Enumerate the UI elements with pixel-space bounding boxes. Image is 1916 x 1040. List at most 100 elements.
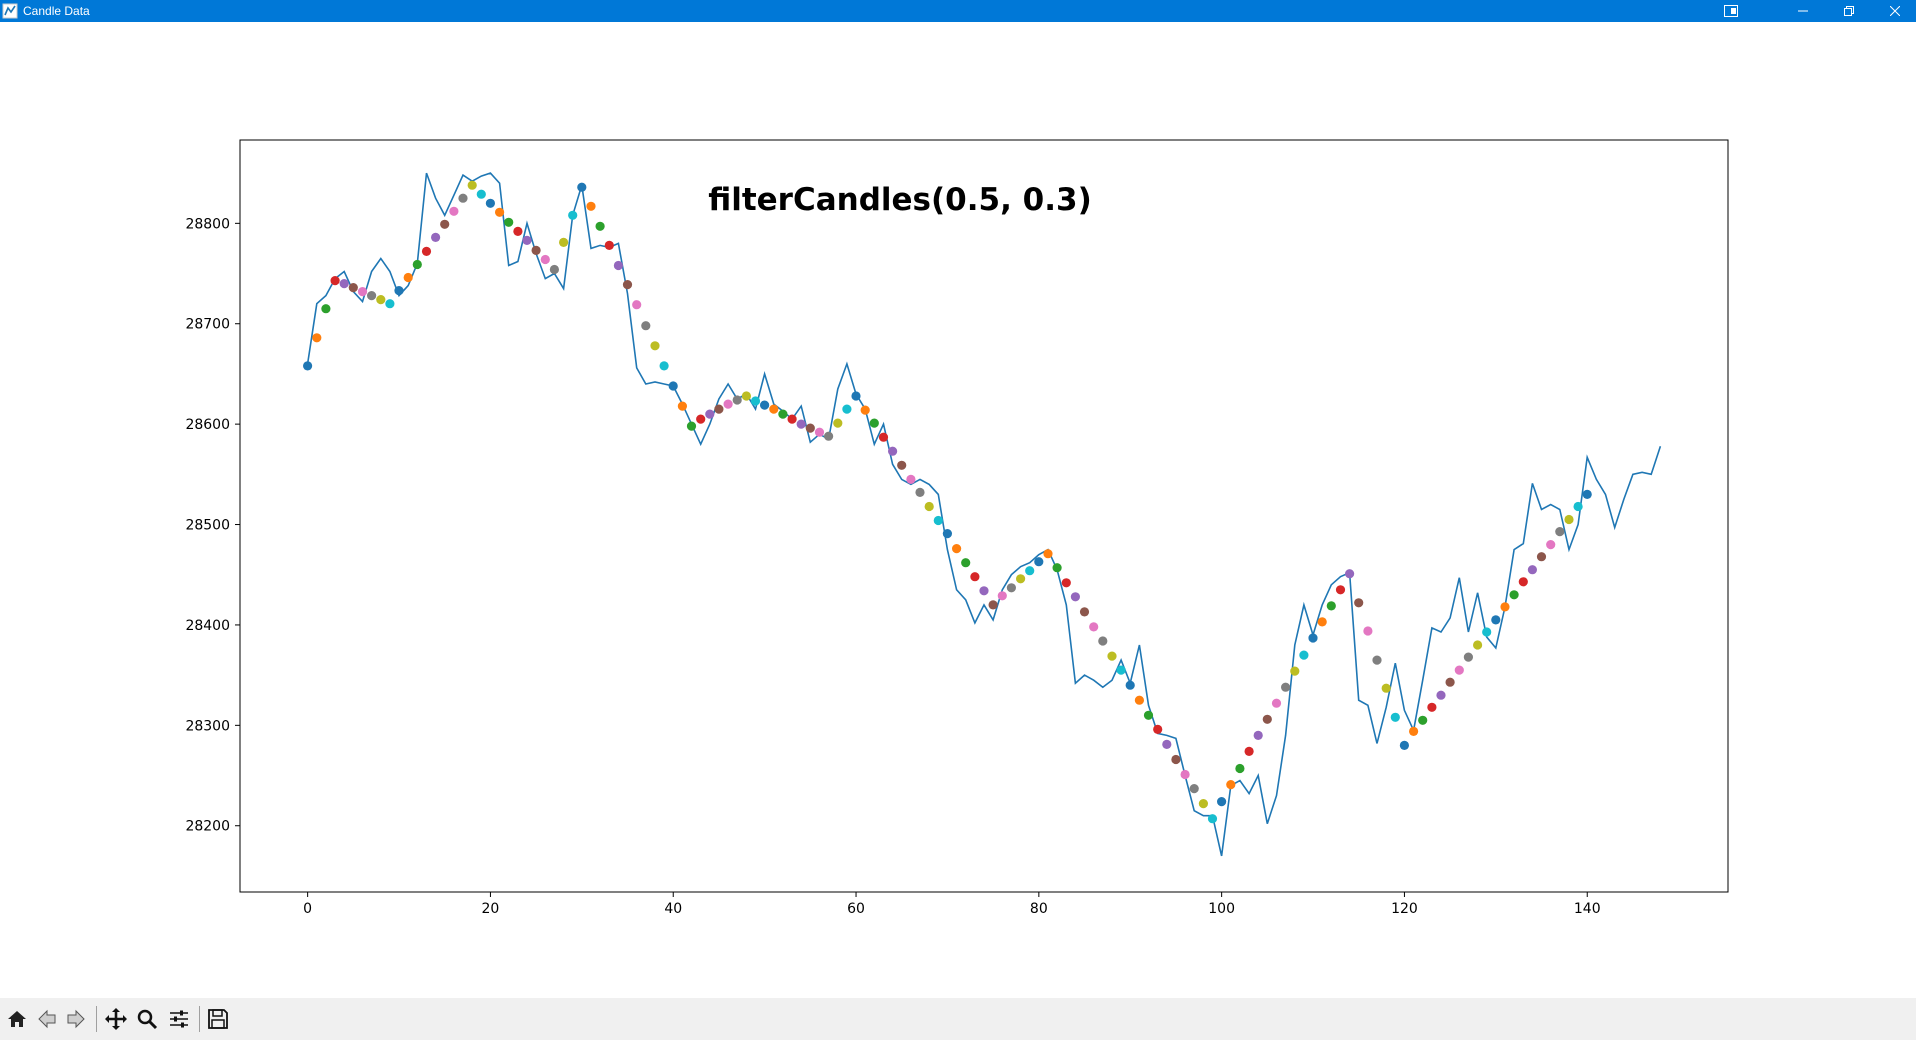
zoom-button[interactable]: [134, 1006, 160, 1032]
filtered-point: [1491, 615, 1501, 625]
arrow-right-icon: [67, 1009, 85, 1029]
close-button[interactable]: [1872, 0, 1916, 22]
filtered-point: [888, 446, 898, 456]
filtered-point: [568, 210, 578, 220]
x-tick-label: 140: [1574, 901, 1601, 917]
pan-button[interactable]: [103, 1006, 129, 1032]
filtered-point: [431, 232, 441, 242]
filtered-point: [1546, 540, 1556, 550]
minimize-button[interactable]: [1780, 0, 1826, 22]
filtered-point: [559, 237, 569, 247]
snap-icon: [1724, 5, 1738, 17]
filtered-point: [440, 219, 450, 229]
filtered-point: [1235, 763, 1245, 774]
filtered-point: [586, 201, 596, 211]
chart[interactable]: 0 20 40 60 80 100 120 140 28200 28300 28400 28500 28…: [0, 22, 1916, 998]
filtered-point: [1006, 583, 1017, 593]
filtered-point: [1134, 695, 1144, 705]
filtered-point: [540, 254, 550, 265]
filtered-point: [705, 409, 715, 419]
filtered-point: [1281, 682, 1291, 692]
filtered-point: [668, 381, 678, 391]
filtered-point: [1500, 602, 1510, 612]
filtered-point: [467, 180, 477, 190]
filtered-point: [632, 300, 642, 310]
filtered-point: [504, 217, 514, 227]
filtered-point: [915, 487, 925, 497]
filtered-point: [1299, 650, 1309, 660]
filtered-point: [677, 401, 688, 411]
filtered-point: [403, 272, 413, 283]
filtered-point: [997, 591, 1007, 601]
home-button[interactable]: [4, 1006, 30, 1032]
filtered-point: [696, 414, 706, 424]
filtered-point: [1189, 784, 1199, 794]
filtered-point: [750, 396, 761, 406]
filtered-point: [1052, 563, 1062, 573]
filtered-point: [385, 299, 395, 309]
filtered-point: [787, 414, 797, 424]
chart-title: filterCandles(0.5, 0.3): [708, 182, 1092, 218]
filtered-point: [1034, 557, 1044, 567]
filtered-point: [1180, 769, 1190, 780]
filtered-point: [778, 409, 788, 419]
y-tick-label: 28600: [185, 417, 230, 433]
configure-subplots-button[interactable]: [166, 1006, 192, 1032]
filtered-point: [1153, 724, 1163, 735]
minimize-icon: [1798, 10, 1808, 12]
filtered-point: [1308, 633, 1318, 643]
filtered-point: [933, 515, 943, 526]
filtered-point: [860, 405, 870, 415]
y-tick-label: 28400: [185, 618, 230, 634]
filtered-point: [1290, 666, 1300, 676]
filtered-point: [449, 206, 459, 216]
series-line-price: [306, 172, 1662, 857]
x-tick-label: 40: [664, 901, 682, 917]
filtered-point: [394, 286, 404, 296]
filtered-point: [1335, 585, 1346, 595]
filtered-point: [1125, 680, 1135, 690]
x-tick-label: 0: [303, 901, 312, 917]
filtered-point: [357, 287, 368, 297]
magnifier-icon: [137, 1009, 158, 1030]
filtered-point: [1253, 730, 1263, 741]
forward-button[interactable]: [63, 1006, 89, 1032]
restore-button[interactable]: [1826, 0, 1872, 22]
filtered-point: [312, 333, 322, 343]
filtered-point: [1107, 651, 1117, 661]
snap-button[interactable]: [1708, 0, 1754, 22]
filtered-point: [1582, 489, 1592, 499]
filtered-point: [1198, 799, 1208, 809]
filtered-point: [842, 404, 852, 414]
filtered-point: [1390, 712, 1400, 722]
filtered-point: [1527, 565, 1537, 575]
filtered-point: [1409, 726, 1419, 737]
y-tick-label: 28500: [185, 518, 230, 534]
filtered-point: [330, 276, 340, 286]
close-icon: [1890, 6, 1900, 16]
filtered-point: [732, 395, 742, 405]
filtered-point: [376, 295, 386, 305]
y-tick-label: 28700: [185, 317, 230, 333]
filtered-point: [348, 283, 358, 293]
figure-canvas[interactable]: 0 20 40 60 80 100 120 140 28200 28300 28400 28500 28…: [0, 22, 1916, 998]
filtered-point: [1098, 636, 1108, 646]
back-button[interactable]: [34, 1006, 60, 1032]
sliders-icon: [170, 1010, 188, 1028]
filtered-point: [1171, 754, 1181, 765]
x-tick-label: 100: [1208, 901, 1235, 917]
filtered-point: [769, 404, 779, 414]
filtered-point: [321, 304, 331, 314]
save-button[interactable]: [205, 1006, 231, 1032]
toolbar-separator: [199, 1006, 200, 1032]
filtered-point: [1317, 617, 1327, 627]
y-tick-label: 28800: [185, 216, 230, 232]
filtered-point: [814, 427, 825, 437]
filtered-point: [869, 418, 879, 428]
filtered-point: [970, 572, 980, 582]
filtered-point: [485, 198, 495, 208]
filtered-point: [1016, 574, 1026, 584]
filtered-point: [458, 193, 468, 203]
filtered-point: [824, 431, 834, 441]
filtered-point: [613, 260, 624, 271]
